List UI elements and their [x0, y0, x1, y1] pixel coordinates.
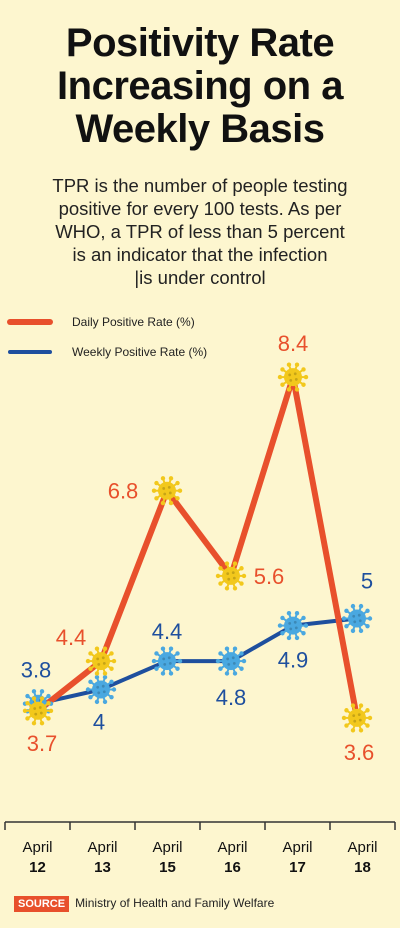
subtitle-line-5: |is under control: [134, 267, 266, 288]
title-line-1: Positivity Rate: [65, 21, 335, 65]
daily-data-label: 4.4: [56, 625, 87, 650]
source-text: Ministry of Health and Family Welfare: [75, 896, 275, 910]
series-line-weekly: [37, 616, 358, 706]
daily-data-label: 3.6: [344, 740, 375, 765]
daily-point-4: [277, 362, 309, 392]
x-tick-label-month: April: [87, 839, 117, 856]
daily-point-5: [341, 703, 373, 733]
x-tick-label-month: April: [282, 839, 312, 856]
daily-point-2: [151, 476, 183, 506]
weekly-point-5: [341, 603, 373, 634]
legend-label-weekly: Weekly Positive Rate (%): [72, 345, 207, 359]
weekly-data-label: 4.8: [216, 685, 247, 710]
weekly-data-label: 4.9: [278, 648, 309, 673]
title-line-2: Increasing on a: [57, 64, 343, 108]
daily-data-label: 5.6: [254, 564, 285, 589]
source-tag: SOURCE: [14, 896, 70, 912]
subtitle-line-1: TPR is the number of people testing: [52, 175, 348, 196]
x-tick-label-day: 12: [29, 859, 46, 876]
weekly-data-label: 4: [93, 710, 105, 735]
weekly-point-1: [85, 674, 117, 705]
chart-subtitle: TPR is the number of people testing posi…: [20, 174, 380, 289]
subtitle-line-2: positive for every 100 tests. As per: [58, 198, 342, 219]
title-line-3: Weekly Basis: [75, 107, 325, 151]
daily-data-label: 8.4: [278, 331, 309, 356]
weekly-point-3: [215, 646, 247, 676]
x-tick-label-day: 17: [289, 859, 306, 876]
weekly-data-label: 5: [361, 569, 373, 594]
weekly-point-2: [151, 646, 183, 676]
subtitle-line-4: is an indicator that the infection: [72, 244, 328, 265]
daily-data-label: 3.7: [27, 731, 58, 756]
weekly-data-label: 4.4: [152, 619, 183, 644]
line-chart: Daily Positive Rate (%) Weekly Positive R…: [4, 315, 396, 876]
x-tick-label-day: 18: [354, 859, 371, 876]
weekly-point-4: [277, 611, 309, 641]
weekly-data-label: 3.8: [21, 658, 52, 683]
x-tick-label-month: April: [347, 839, 377, 856]
x-tick-label-day: 13: [94, 859, 111, 876]
x-tick-label-day: 16: [224, 859, 241, 876]
x-tick-label-day: 15: [159, 859, 176, 876]
chart-title: Positivity Rate Increasing on a Weekly B…: [0, 22, 400, 151]
x-tick-label-month: April: [152, 839, 182, 856]
x-tick-label-month: April: [217, 839, 247, 856]
legend-label-daily: Daily Positive Rate (%): [72, 315, 195, 329]
source-note: SOURCE Ministry of Health and Family Welf…: [14, 896, 275, 912]
series-line-daily: [36, 374, 360, 719]
daily-data-label: 6.8: [108, 479, 139, 504]
subtitle-line-3: WHO, a TPR of less than 5 percent: [55, 221, 345, 242]
daily-point-3: [215, 561, 247, 591]
daily-point-0: [22, 696, 54, 726]
daily-point-1: [85, 646, 117, 676]
x-tick-label-month: April: [22, 839, 52, 856]
